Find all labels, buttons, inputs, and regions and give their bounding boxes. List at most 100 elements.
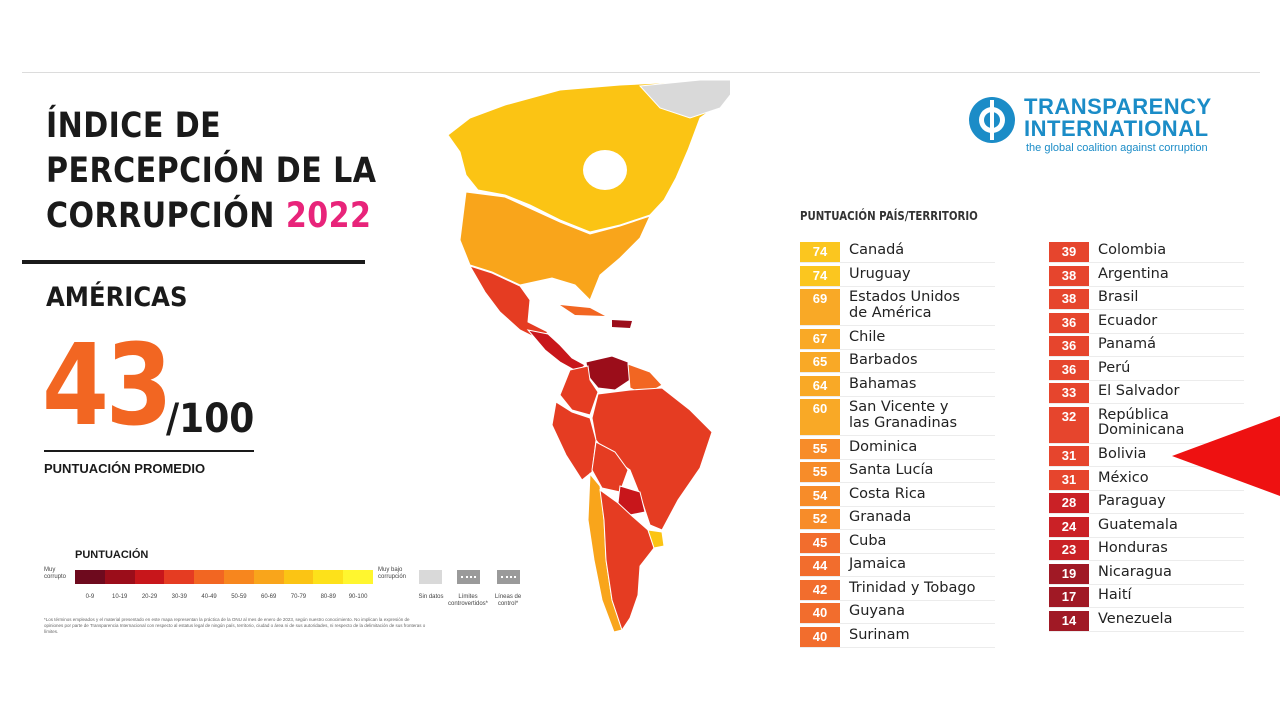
legend-title: PUNTUACIÓN	[75, 549, 149, 561]
country-score-badge: 45	[800, 532, 840, 553]
legend-swatch	[194, 570, 224, 584]
legend-range-label: 20-29	[141, 594, 158, 600]
country-row: 45 Cuba	[800, 531, 995, 554]
legend-swatch	[343, 570, 373, 584]
country-row: 64 Bahamas	[800, 374, 995, 397]
title-line-3: CORRUPCIÓN 2022	[46, 194, 376, 239]
country-name: México	[1098, 469, 1149, 486]
country-row: 36 Perú	[1049, 358, 1244, 381]
country-row: 32 República Dominicana	[1049, 405, 1244, 444]
legend-color-scale	[75, 570, 373, 584]
legend-range-label: 0-9	[85, 594, 95, 600]
country-row: 74 Uruguay	[800, 264, 995, 287]
country-row: 23 Honduras	[1049, 538, 1244, 561]
country-row: 33 El Salvador	[1049, 381, 1244, 404]
title-line-1: ÍNDICE DE	[46, 106, 222, 146]
country-name: Colombia	[1098, 242, 1167, 258]
country-score-badge: 55	[800, 438, 840, 459]
map-canada	[447, 79, 730, 233]
country-score-badge: 64	[800, 375, 840, 396]
map-greenland	[638, 79, 730, 119]
map-paraguay	[617, 485, 646, 516]
country-row: 17 Haití	[1049, 585, 1244, 608]
score-rule	[44, 450, 254, 452]
country-name: Granada	[849, 509, 912, 525]
title-line-2: PERCEPCIÓN DE LA	[46, 151, 377, 191]
country-name: República Dominicana	[1098, 406, 1185, 438]
country-name: Panamá	[1098, 336, 1157, 352]
country-row: 24 Guatemala	[1049, 515, 1244, 538]
country-row: 31 Bolivia	[1049, 444, 1244, 467]
country-name: Cuba	[849, 532, 887, 549]
country-row: 38 Brasil	[1049, 287, 1244, 310]
country-name: Costa Rica	[849, 485, 926, 502]
title-line-3-text: CORRUPCIÓN	[46, 196, 275, 236]
map-uruguay	[647, 529, 665, 549]
legend-range-label: 70-79	[290, 594, 307, 600]
country-name: Jamaica	[849, 556, 907, 572]
country-row: 38 Argentina	[1049, 264, 1244, 287]
map-mexico	[468, 265, 549, 341]
score-list-header: PUNTUACIÓN PAÍS/TERRITORIO	[800, 209, 978, 223]
country-score-badge: 38	[1049, 265, 1089, 286]
region-label: AMÉRICAS	[46, 282, 188, 313]
country-score-badge: 74	[800, 265, 840, 286]
country-name: Chile	[849, 328, 886, 345]
country-score-badge: 54	[800, 485, 840, 506]
legend-most-corrupt-label: Muy corrupto	[44, 567, 67, 580]
country-name: Barbados	[849, 352, 918, 368]
legend-range-label: 10-19	[112, 594, 128, 600]
country-row: 39 Colombia	[1049, 240, 1244, 263]
country-score-badge: 28	[1049, 493, 1089, 513]
country-name: Guatemala	[1098, 516, 1178, 533]
country-row: 44 Jamaica	[800, 554, 995, 577]
country-name: Estados Unidos de América	[849, 289, 960, 321]
country-row: 36 Panamá	[1049, 334, 1244, 357]
title-rule	[22, 260, 365, 264]
legend-ceasefire-label: Líneas de control*	[494, 594, 522, 607]
country-row: 52 Granada	[800, 507, 995, 530]
country-name: Paraguay	[1098, 493, 1166, 509]
top-divider	[22, 72, 1260, 73]
country-score-badge: 14	[1049, 610, 1089, 631]
country-score-badge: 31	[1049, 469, 1089, 490]
country-row: 55 Dominica	[800, 437, 995, 460]
country-name: Dominica	[849, 438, 918, 455]
country-row: 36 Ecuador	[1049, 311, 1244, 334]
country-score-badge: 40	[800, 626, 840, 647]
country-score-badge: 36	[1049, 359, 1089, 380]
map-central-america	[526, 329, 586, 373]
country-score-badge: 74	[800, 242, 840, 262]
country-name: Haití	[1098, 587, 1132, 603]
logo-line-1: TRANSPARENCY	[1024, 94, 1212, 119]
map-colombia	[559, 365, 599, 416]
country-row: 54 Costa Rica	[800, 484, 995, 507]
legend-range-label: 40-49	[201, 594, 217, 600]
country-score-badge: 65	[800, 352, 840, 372]
logo-tagline: the global coalition against corruption	[1026, 142, 1208, 154]
country-score-badge: 31	[1049, 446, 1089, 466]
legend-swatch	[75, 570, 105, 584]
country-row: 40 Guyana	[800, 601, 995, 624]
legend-disputed-swatch	[457, 570, 480, 584]
legend-swatch	[164, 570, 195, 584]
country-row: 67 Chile	[800, 327, 995, 350]
transparency-international-logo-icon	[969, 97, 1015, 143]
logo-line-2: INTERNATIONAL	[1024, 116, 1209, 141]
country-score-badge: 24	[1049, 516, 1089, 537]
country-row: 60 San Vicente y las Granadinas	[800, 397, 995, 436]
country-score-badge: 69	[800, 289, 840, 325]
legend-range-labels: 0-9 10-19 20-29 30-39 40-49 50-59 60-69 70-79 80…	[75, 594, 373, 600]
legend-swatch	[253, 570, 284, 584]
country-score-badge: 42	[800, 579, 840, 600]
country-name: El Salvador	[1098, 383, 1180, 399]
country-name: Canadá	[849, 242, 905, 258]
country-row: 19 Nicaragua	[1049, 562, 1244, 585]
country-score-badge: 39	[1049, 242, 1089, 262]
country-score-badge: 33	[1049, 383, 1089, 403]
map-cuba	[560, 305, 605, 316]
legend-swatch	[313, 570, 344, 584]
legend-swatch	[104, 570, 135, 584]
map-peru	[551, 401, 597, 481]
country-row: 31 México	[1049, 468, 1244, 491]
